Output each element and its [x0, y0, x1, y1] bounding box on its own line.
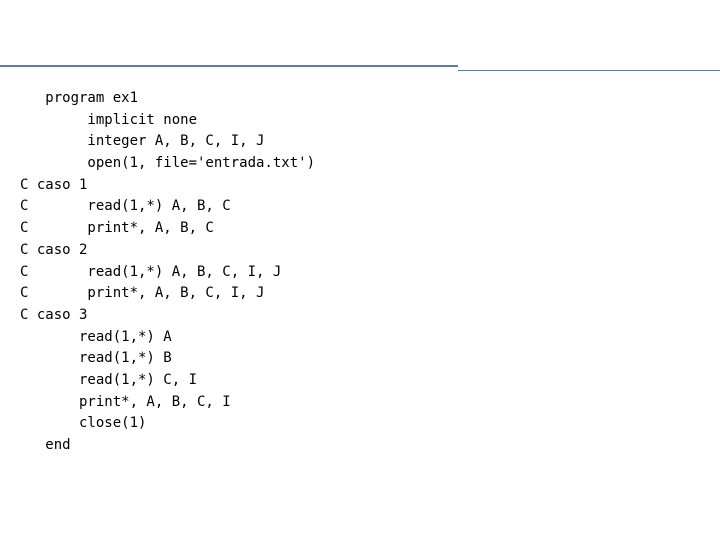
code-line: read(1,*) A [20, 329, 172, 345]
divider-top-right [458, 70, 720, 71]
code-line: C print*, A, B, C, I, J [20, 285, 264, 301]
code-line: program ex1 [20, 90, 138, 106]
code-line: read(1,*) B [20, 350, 172, 366]
code-line: read(1,*) C, I [20, 372, 197, 388]
code-line: integer A, B, C, I, J [20, 133, 264, 149]
code-line: close(1) [20, 415, 146, 431]
code-line: C caso 1 [20, 177, 87, 193]
code-line: C caso 2 [20, 242, 87, 258]
code-line: implicit none [20, 112, 197, 128]
code-line: C read(1,*) A, B, C [20, 198, 231, 214]
code-line: print*, A, B, C, I [20, 394, 231, 410]
code-line: C print*, A, B, C [20, 220, 214, 236]
code-line: C caso 3 [20, 307, 87, 323]
code-line: C read(1,*) A, B, C, I, J [20, 264, 281, 280]
code-listing: program ex1 implicit none integer A, B, … [20, 88, 315, 457]
code-line: end [20, 437, 71, 453]
divider-top-left [0, 65, 458, 67]
code-line: open(1, file='entrada.txt') [20, 155, 315, 171]
